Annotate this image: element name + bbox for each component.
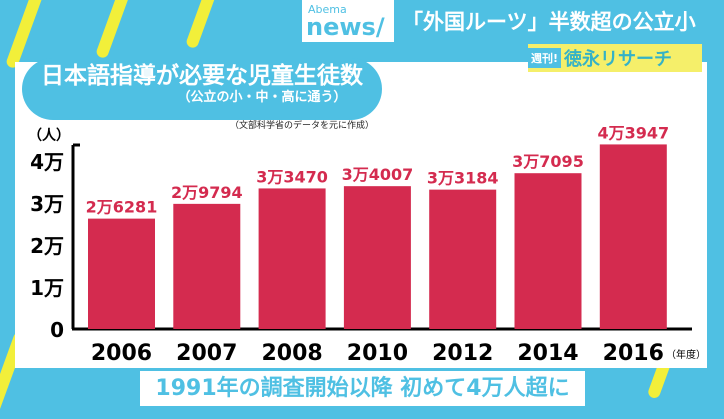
caption: 1991年の調査開始以降 初めて4万人超に [140,371,585,406]
y-tick-label: 4万 [30,150,64,174]
data-label: 2万9794 [171,183,243,202]
bar-2010 [343,186,411,329]
chart-source: （文部科学省のデータを元に作成） [230,121,375,131]
bar-2006 [88,218,155,329]
data-label: 3万3470 [256,167,328,186]
bar-chart: （人） 0 1万 2万 3万 4万 2万6281 2006 2万9794 2007 3万3470 20… [28,123,706,366]
bar-2016 [599,144,667,329]
show-badge: 週刊! 徳永リサーチ [528,44,703,72]
x-tick-label: 2010 [347,341,408,366]
logo-bottom: news/ [306,13,385,41]
weekly-label: 週刊! [528,48,562,68]
bar-2007 [173,203,241,329]
data-label: 2万6281 [86,198,158,217]
data-label: 3万7095 [512,152,584,171]
y-tick-label: 3万 [30,192,64,216]
chart-subtitle: （公立の小・中・高に通う） [177,90,347,106]
y-tick-label: 2万 [30,234,64,258]
x-tick-label: 2007 [176,341,237,366]
x-tick-label: 2008 [261,341,322,366]
bar-2014 [514,173,582,329]
x-axis-label: （年度） [666,348,706,361]
chart-title-pill: 日本語指導が必要な児童生徒数 （公立の小・中・高に通う） [22,58,382,120]
data-label: 3万3184 [427,169,499,188]
data-label: 3万4007 [342,165,414,184]
x-tick-label: 2014 [517,341,578,366]
x-tick-label: 2012 [432,341,493,366]
x-tick-label: 2006 [91,341,152,366]
abema-news-logo: Abema news/ [302,0,394,42]
headline: 「外国ルーツ」半数超の公立小 [402,10,696,34]
data-label: 4万3947 [597,123,669,142]
y-tick-label: 1万 [30,276,64,300]
y-axis-label: （人） [28,127,70,144]
chart-title: 日本語指導が必要な児童生徒数 [41,63,363,89]
y-tick-label: 0 [50,318,64,342]
x-tick-label: 2016 [603,341,664,366]
show-name: 徳永リサーチ [564,49,673,70]
bar-2008 [258,188,326,329]
bar-2012 [429,189,497,329]
logo-top: Abema [308,3,347,16]
